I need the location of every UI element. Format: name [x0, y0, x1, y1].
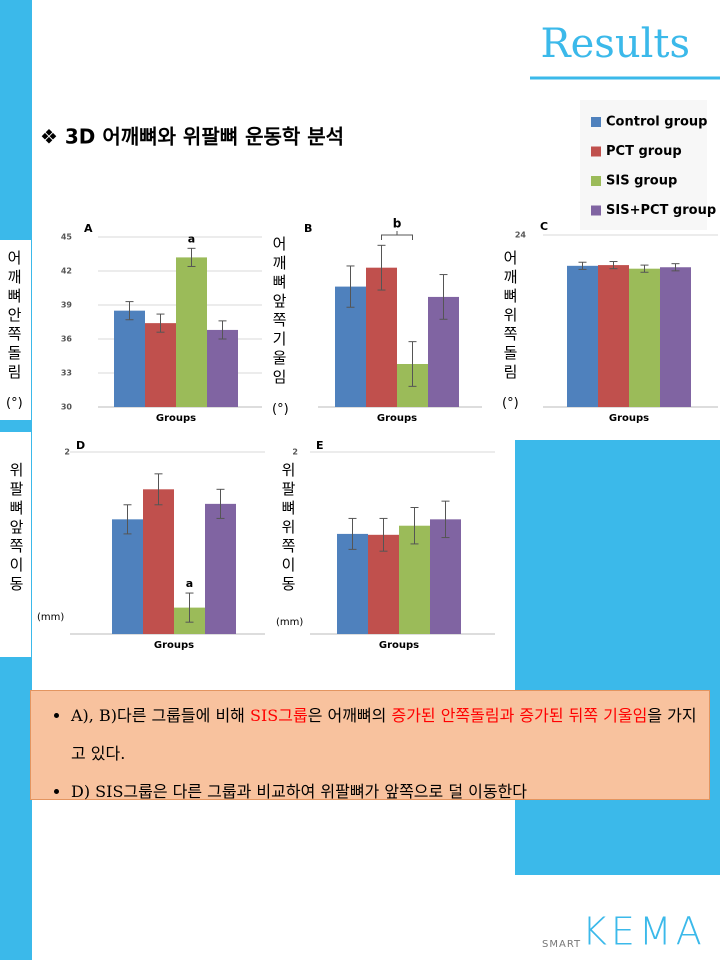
y-tick-label: 30: [61, 403, 73, 412]
highlighted-text: SIS그룹: [250, 706, 308, 725]
summary-text: D) SIS그룹은 다른 그룹과 비교하여 위팔뼈가 앞쪽으로 덜 이동한다: [71, 782, 528, 801]
bar: [629, 268, 660, 407]
significance-label: b: [393, 217, 402, 231]
section-heading: ❖ 3D 어깨뼈와 위팔뼈 운동학 분석: [40, 125, 344, 149]
bar: [430, 519, 461, 634]
highlighted-text: 증가된 안쪽돌림과 증가된 뒤쪽 기울임: [391, 706, 648, 725]
legend-label: SIS group: [606, 174, 677, 189]
legend-swatch: [591, 117, 601, 127]
y-axis-unit: (°): [502, 396, 519, 411]
legend-box: [580, 100, 707, 230]
bar: [598, 265, 629, 407]
y-tick-label: 2: [292, 448, 298, 457]
x-axis-label: Groups: [156, 413, 196, 424]
panel-label: C: [540, 220, 548, 233]
logo-name: KEMA: [582, 910, 706, 954]
y-axis-label: 위팔뼈위쪽이동: [279, 462, 297, 595]
x-axis-label: Groups: [609, 413, 649, 424]
y-tick-label: 42: [61, 267, 72, 276]
legend-swatch: [591, 176, 601, 186]
y-axis-unit: (°): [6, 396, 23, 411]
legend-label: PCT group: [606, 144, 682, 159]
y-tick-label: 36: [61, 335, 73, 344]
y-tick-label: 24: [515, 231, 527, 240]
bar: [143, 489, 174, 634]
legend-swatch: [591, 146, 601, 157]
logo-prefix: SMART: [542, 939, 581, 950]
bar: [366, 267, 397, 407]
bar: [114, 310, 145, 407]
bar: [567, 265, 598, 407]
summary-box: A), B)다른 그룹들에 비해 SIS그룹은 어깨뼈의 증가된 안쪽돌림과 증…: [30, 690, 710, 801]
bar: [145, 323, 176, 407]
bar: [337, 533, 368, 634]
right-block: [515, 440, 720, 875]
bar: [660, 267, 691, 407]
slide-title: Results: [541, 21, 690, 67]
legend-label: Control group: [606, 115, 707, 130]
panel-label: B: [304, 222, 312, 235]
legend-swatch: [591, 205, 601, 216]
significance-label: a: [188, 232, 195, 245]
panel-label: D: [76, 439, 85, 452]
label-backdrop: [0, 432, 31, 657]
y-axis-label: 어깨뼈앞쪽기울임: [270, 236, 288, 388]
summary-text: A), B)다른 그룹들에 비해: [71, 706, 250, 725]
bar: [176, 257, 207, 407]
significance-bracket: [381, 231, 413, 240]
y-axis-unit: (°): [272, 402, 289, 417]
panel-label: E: [316, 439, 324, 452]
legend-label: SIS+PCT group: [606, 203, 716, 218]
y-axis-unit: (mm): [276, 617, 304, 628]
significance-label: a: [186, 577, 193, 590]
summary-text: 은 어깨뼈의: [307, 706, 392, 725]
panel-label: A: [84, 222, 93, 235]
summary-item: A), B)다른 그룹들에 비해 SIS그룹은 어깨뼈의 증가된 안쪽돌림과 증…: [71, 697, 709, 773]
y-tick-label: 2: [64, 448, 70, 457]
y-axis-label: 어깨뼈위쪽돌림: [501, 250, 519, 383]
x-axis-label: Groups: [379, 640, 419, 651]
summary-list: A), B)다른 그룹들에 비해 SIS그룹은 어깨뼈의 증가된 안쪽돌림과 증…: [31, 697, 709, 811]
y-tick-label: 45: [61, 233, 73, 242]
label-backdrop: [0, 240, 31, 420]
bar: [207, 329, 238, 407]
y-tick-label: 39: [61, 301, 73, 310]
bar: [112, 519, 143, 634]
summary-item: D) SIS그룹은 다른 그룹과 비교하여 위팔뼈가 앞쪽으로 덜 이동한다: [71, 773, 709, 811]
summary-text: 을 가지고 있다.: [71, 706, 697, 763]
y-axis-label: 위팔뼈앞쪽이동: [7, 462, 25, 595]
x-axis-label: Groups: [377, 413, 417, 424]
x-axis-label: Groups: [154, 640, 194, 651]
y-tick-label: 33: [61, 369, 72, 378]
y-axis-unit: (mm): [37, 612, 65, 623]
bar: [205, 503, 236, 634]
y-axis-label: 어깨뼈안쪽돌림: [5, 250, 23, 383]
